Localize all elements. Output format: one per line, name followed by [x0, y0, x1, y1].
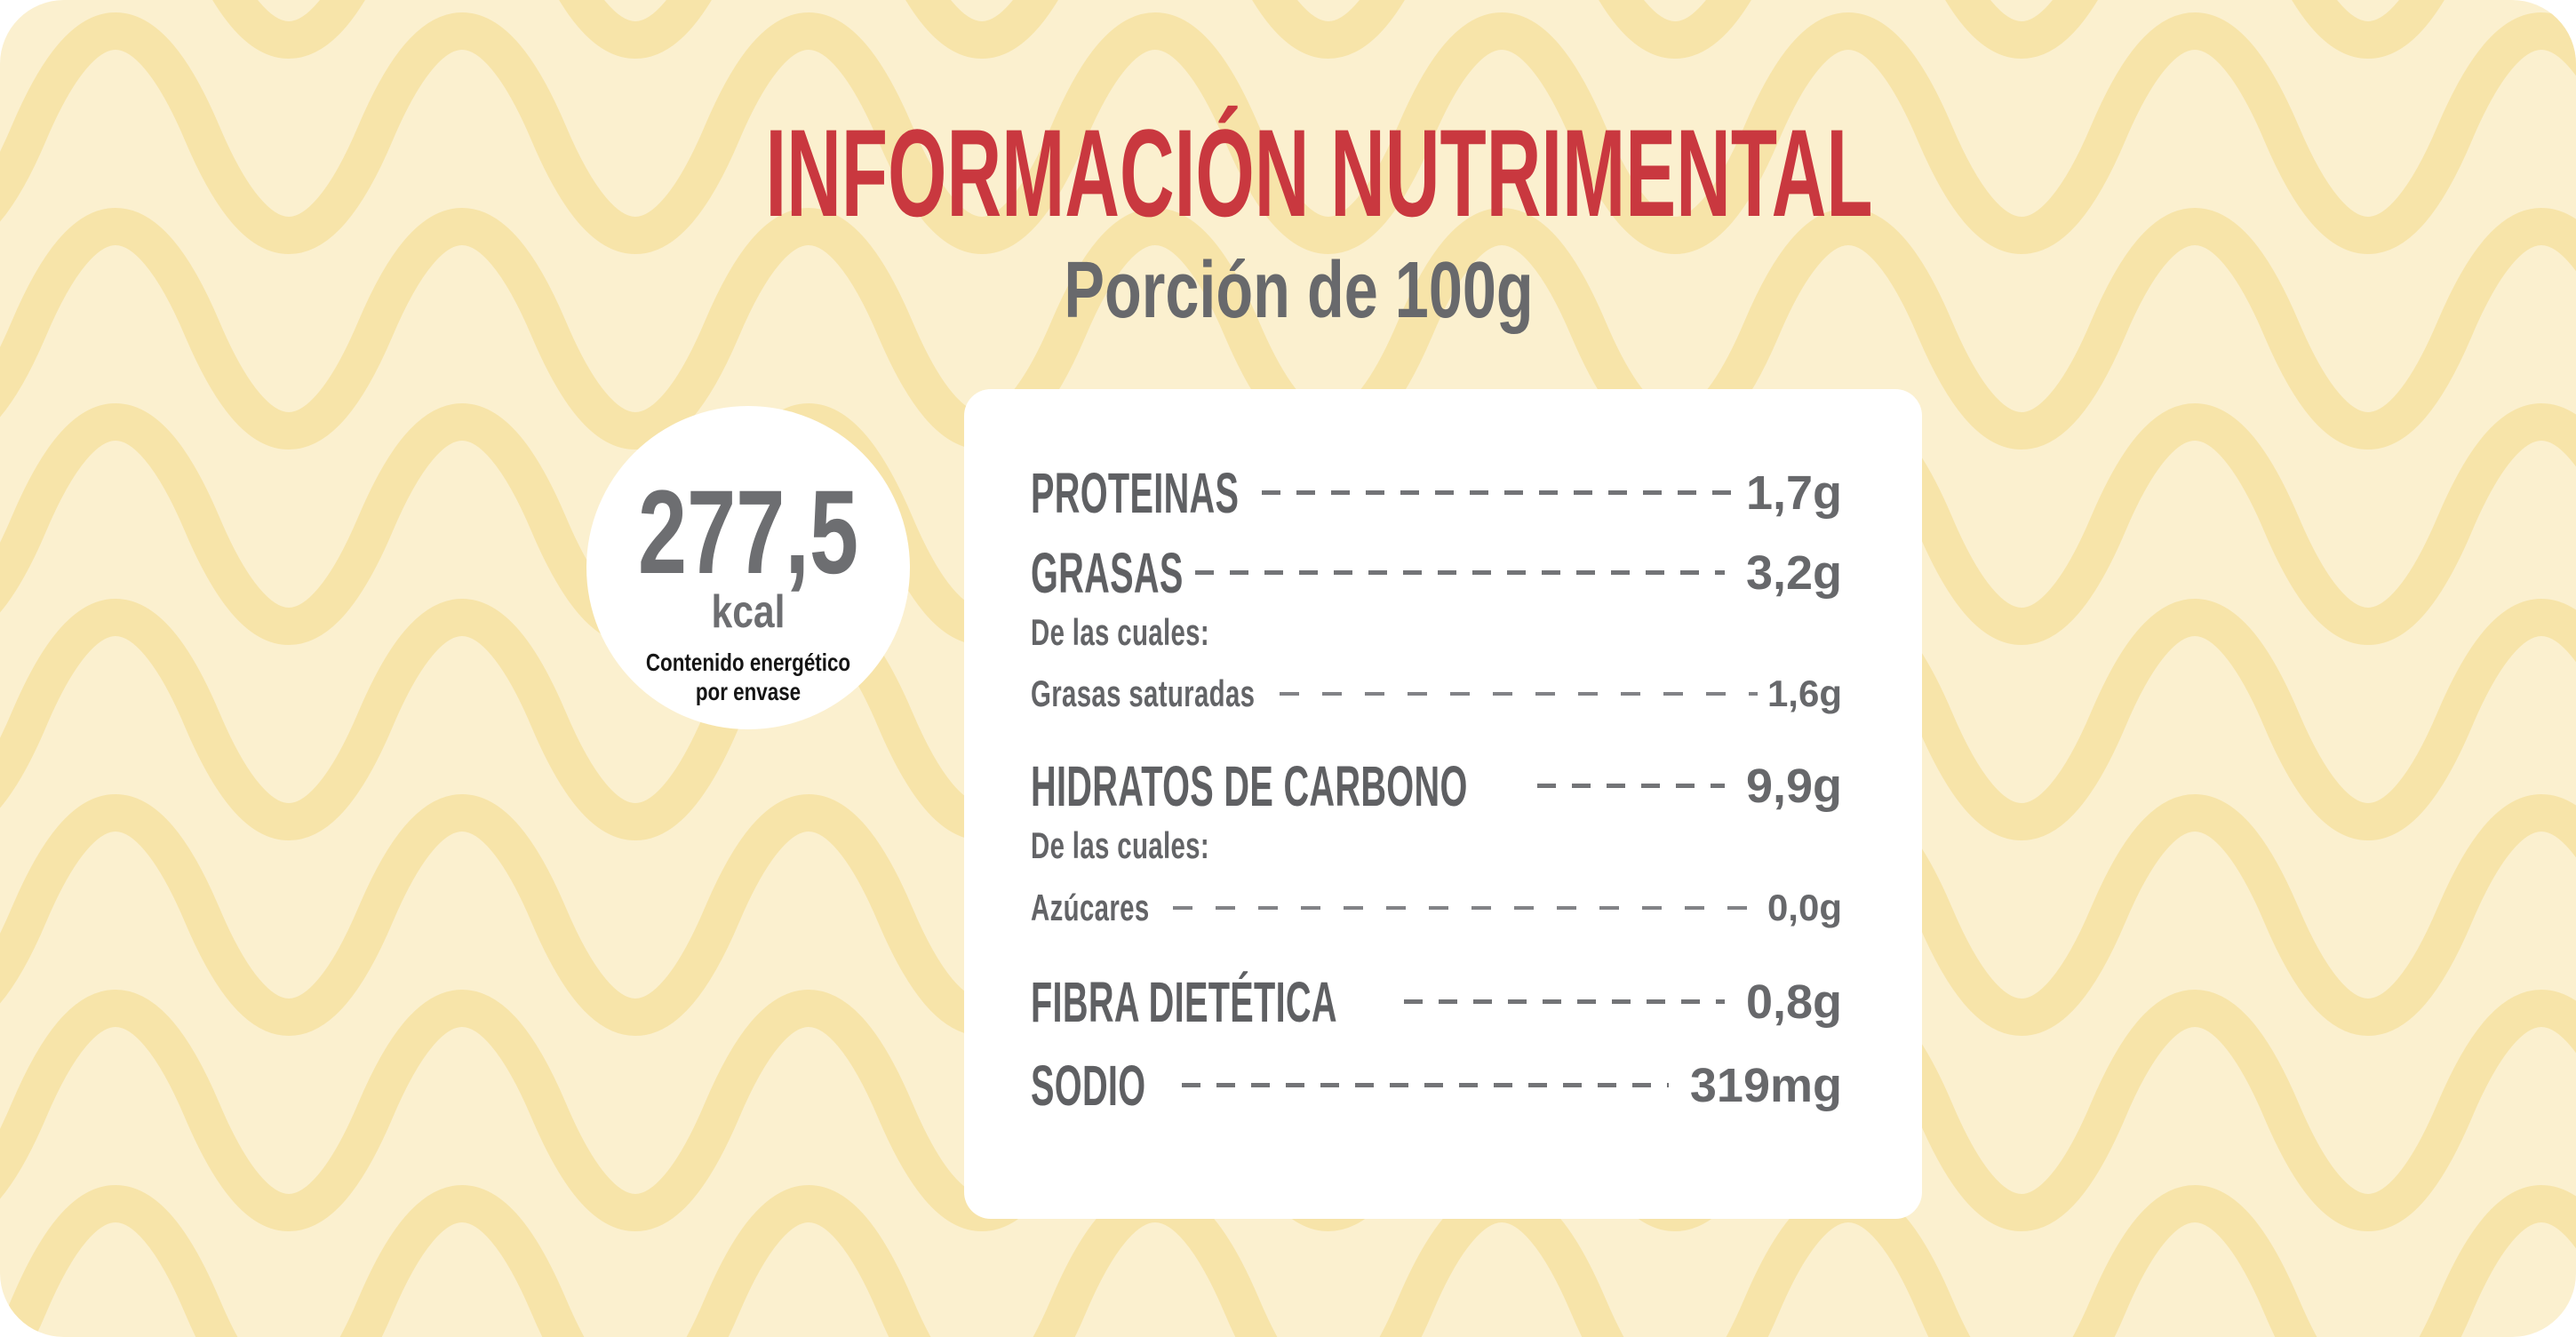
- nutrient-value: 0,8g: [1745, 975, 1842, 1029]
- energy-badge: 277,5 kcal Contenido energético por envas…: [586, 406, 910, 729]
- nutrient-row-fats: GRASAS 3,2g: [1031, 541, 1842, 605]
- nutrient-label: SODIO: [1031, 1054, 1146, 1118]
- nutrient-row-sodium: SODIO 319mg: [1031, 1054, 1842, 1118]
- dash-leader: [1173, 906, 1753, 910]
- nutrient-value: 319mg: [1689, 1059, 1842, 1112]
- nutrient-value: 1,7g: [1745, 466, 1842, 520]
- dash-leader: [1404, 999, 1725, 1004]
- energy-unit: kcal: [711, 586, 786, 638]
- nutrient-row-sugars: Azúcares 0,0g: [1031, 887, 1842, 929]
- nutrient-label: Azúcares: [1031, 887, 1150, 928]
- dash-leader: [1195, 570, 1725, 575]
- nutrient-row-carbohydrates: HIDRATOS DE CARBONO 9,9g: [1031, 754, 1842, 818]
- nutrient-note-label: De las cuales:: [1031, 611, 1210, 653]
- nutrient-row-proteins: PROTEINAS 1,7g: [1031, 461, 1842, 525]
- energy-note-line2: por envase: [695, 678, 802, 706]
- nutrient-value: 9,9g: [1745, 760, 1842, 813]
- nutrient-label: HIDRATOS DE CARBONO: [1031, 754, 1468, 818]
- nutrient-label: FIBRA DIETÉTICA: [1031, 970, 1337, 1034]
- energy-value: 277,5: [637, 466, 859, 599]
- nutrient-value: 3,2g: [1745, 546, 1842, 600]
- nutrient-row-dietary-fiber: FIBRA DIETÉTICA 0,8g: [1031, 970, 1842, 1034]
- dash-leader: [1280, 692, 1758, 696]
- dash-leader: [1182, 1083, 1669, 1087]
- nutrient-note-label: De las cuales:: [1031, 824, 1210, 866]
- nutrient-note-row: De las cuales:: [1031, 824, 1842, 867]
- nutrient-label: PROTEINAS: [1031, 461, 1240, 525]
- nutrient-value: 0,0g: [1767, 887, 1842, 928]
- nutrient-note-row: De las cuales:: [1031, 611, 1842, 654]
- nutrient-label: Grasas saturadas: [1031, 672, 1256, 714]
- dash-leader: [1262, 490, 1731, 495]
- nutrient-value: 1,6g: [1767, 672, 1842, 714]
- page-title: INFORMACIÓN NUTRIMENTAL: [765, 103, 1873, 243]
- nutrition-facts-panel: PROTEINAS 1,7g GRASAS 3,2g De las cuales…: [964, 389, 1922, 1219]
- serving-size-subtitle: Porción de 100g: [1064, 246, 1534, 335]
- energy-note-line1: Contenido energético: [645, 649, 851, 676]
- dash-leader: [1537, 784, 1725, 788]
- nutrient-label: GRASAS: [1031, 541, 1184, 605]
- energy-note: Contenido energético por envase: [618, 648, 877, 706]
- nutrient-row-saturated-fats: Grasas saturadas 1,6g: [1031, 672, 1842, 715]
